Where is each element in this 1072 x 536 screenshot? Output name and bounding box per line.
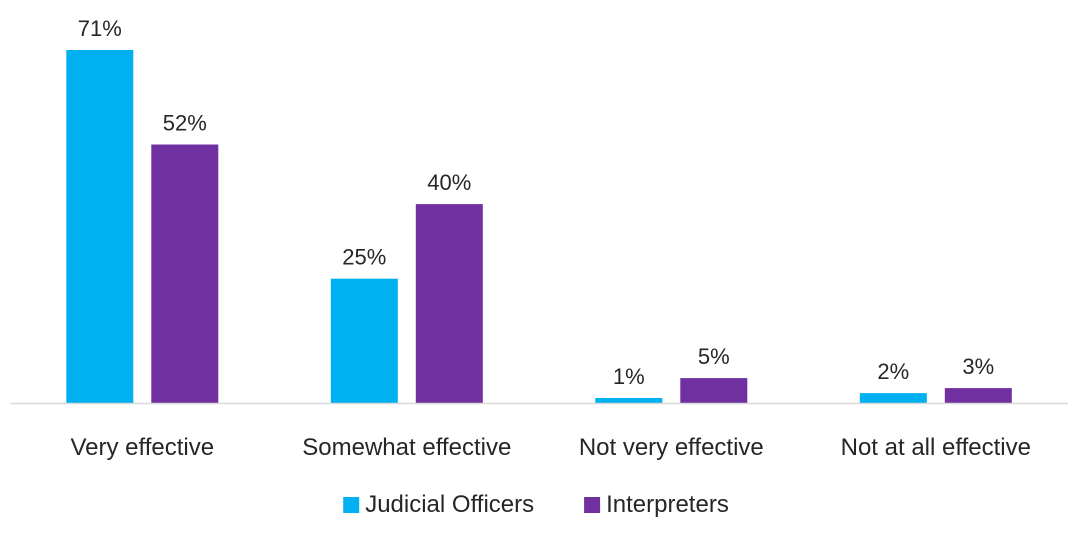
legend: Judicial Officers Interpreters (343, 491, 729, 518)
bar-interpreters-very-effective (151, 144, 219, 403)
bar-interpreters-not-very-effective (680, 378, 748, 403)
bar-judicial-officers-somewhat-effective (330, 278, 398, 403)
data-label-judicial-officers-somewhat-effective: 25% (342, 245, 386, 270)
data-label-judicial-officers-very-effective: 71% (78, 16, 122, 41)
legend-swatch-judicial-officers (343, 497, 360, 513)
legend-label-interpreters: Interpreters (606, 491, 729, 518)
bar-judicial-officers-not-very-effective (595, 398, 663, 403)
bar-interpreters-not-at-all-effective (944, 388, 1012, 403)
bar-judicial-officers-very-effective (66, 50, 134, 403)
data-label-judicial-officers-not-very-effective: 1% (613, 364, 645, 389)
x-tick-label-not-very-effective: Not very effective (579, 434, 764, 461)
legend-swatch-interpreters (584, 497, 601, 513)
bars-layer (66, 50, 1012, 403)
bar-judicial-officers-not-at-all-effective (859, 393, 927, 403)
data-labels-layer: 71% 52% 25% 40% 1% 5% 2% 3% (78, 16, 994, 389)
x-tick-label-somewhat-effective: Somewhat effective (302, 434, 511, 461)
legend-label-judicial-officers: Judicial Officers (365, 491, 534, 518)
x-tick-label-not-at-all-effective: Not at all effective (841, 434, 1031, 461)
data-label-interpreters-not-very-effective: 5% (698, 344, 730, 369)
bar-interpreters-somewhat-effective (415, 204, 483, 403)
data-label-interpreters-very-effective: 52% (163, 111, 207, 136)
data-label-judicial-officers-not-at-all-effective: 2% (877, 359, 909, 384)
data-label-interpreters-not-at-all-effective: 3% (962, 354, 994, 379)
x-tick-labels-layer: Very effective Somewhat effective Not very… (70, 434, 1030, 461)
x-tick-label-very-effective: Very effective (70, 434, 214, 461)
data-label-interpreters-somewhat-effective: 40% (427, 170, 471, 195)
